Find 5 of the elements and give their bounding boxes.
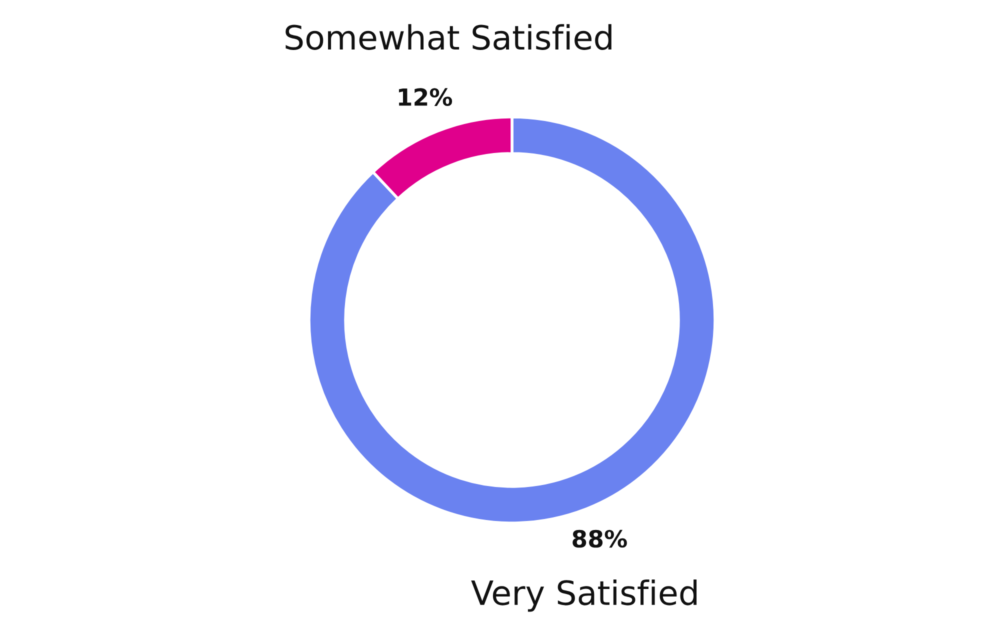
data-label: 12% (398, 88, 452, 106)
slice-label: Very Satisfied (471, 580, 697, 612)
donut-slice (308, 116, 716, 524)
data-label: 88% (572, 530, 627, 548)
slice-label: Somewhat Satisfied (286, 24, 612, 50)
